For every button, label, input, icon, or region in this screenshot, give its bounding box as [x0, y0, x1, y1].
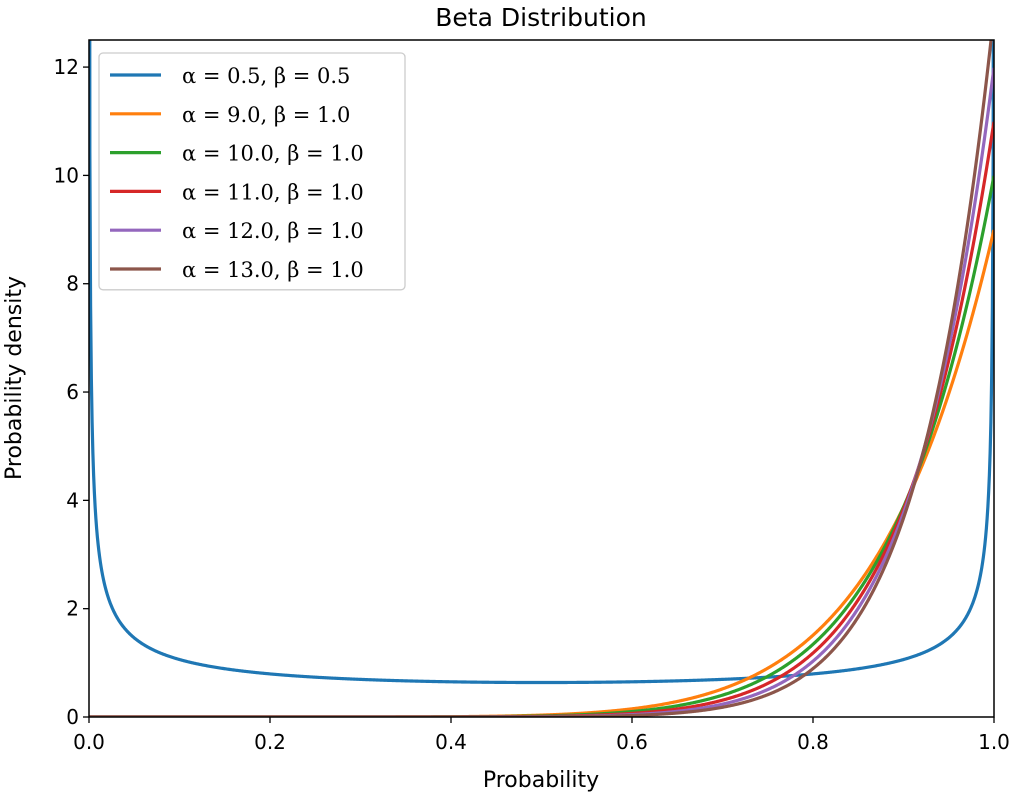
y-tick-label: 10 — [54, 163, 79, 187]
y-tick-label: 0 — [66, 705, 79, 729]
legend-label-6: α = 13.0, β = 1.0 — [182, 258, 364, 282]
x-tick-label: 0.8 — [797, 730, 829, 754]
legend-label-4: α = 11.0, β = 1.0 — [182, 180, 364, 204]
series-line-2 — [89, 229, 994, 717]
y-tick-label: 12 — [54, 55, 79, 79]
series-line-1 — [89, 40, 994, 685]
y-axis-label: Probability density — [2, 276, 27, 480]
x-axis-label: Probability — [483, 768, 599, 793]
x-tick-label: 0.2 — [254, 730, 286, 754]
legend-frame — [98, 52, 406, 291]
y-tick-label: 2 — [66, 597, 79, 621]
legend: α = 0.5, β = 0.5 α = 9.0, β = 1.0 α = 10.0… — [98, 52, 406, 291]
y-tick-label: 4 — [66, 488, 79, 512]
plot-frame — [88, 39, 995, 718]
x-tick-label: 0.6 — [616, 730, 648, 754]
y-tick-label: 8 — [66, 272, 79, 296]
legend-label-5: α = 12.0, β = 1.0 — [182, 219, 364, 243]
legend-label-1: α = 0.5, β = 0.5 — [182, 64, 350, 88]
y-tick-label: 6 — [66, 380, 79, 404]
x-tick-label: 0.0 — [73, 730, 105, 754]
x-tick-label: 1.0 — [978, 730, 1010, 754]
legend-label-2: α = 9.0, β = 1.0 — [182, 103, 350, 127]
legend-label-3: α = 10.0, β = 1.0 — [182, 142, 364, 166]
x-tick-label: 0.4 — [435, 730, 467, 754]
chart-title: Beta Distribution — [435, 3, 646, 32]
